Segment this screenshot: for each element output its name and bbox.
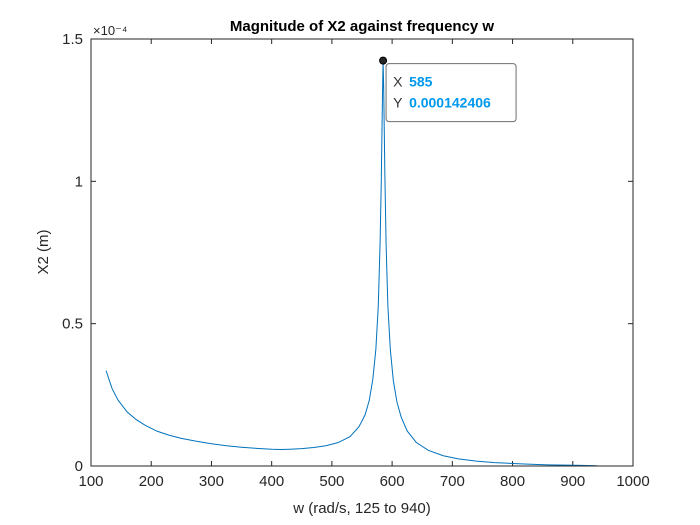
datatip-x-key: X (393, 74, 403, 90)
y-tick-label: 1 (75, 173, 83, 190)
chart-title: Magnitude of X2 against frequency w (230, 18, 495, 35)
x-tick-label: 1000 (616, 473, 649, 490)
datatip-marker (379, 56, 388, 65)
x-tick-labels: 100 200 300 400 500 600 700 800 900 1000 (78, 473, 649, 490)
x-tick-label: 500 (319, 473, 344, 490)
series-line (105, 60, 597, 467)
x-tick-label: 300 (199, 473, 224, 490)
plot-frame (90, 38, 634, 467)
x-axis-label: w (rad/s, 125 to 940) (292, 500, 431, 517)
plot-area (91, 39, 633, 466)
datatip-y-value: 0.000142406 (409, 95, 491, 111)
datatip-box (385, 63, 517, 123)
y-tick-label: 0.5 (62, 316, 83, 333)
x-tick-label: 200 (139, 473, 164, 490)
y-tick-label: 1.5 (62, 31, 83, 48)
x-tick-label: 400 (259, 473, 284, 490)
y-tick-label: 0 (75, 458, 83, 475)
datatip-x-value: 585 (409, 74, 433, 90)
x-tick-label: 700 (440, 473, 465, 490)
y-tick-labels: 0 0.5 1 1.5 (62, 31, 83, 475)
x-tick-label: 800 (500, 473, 525, 490)
y-exponent-label: ×10⁻⁴ (93, 23, 128, 38)
datatip[interactable]: X 585 Y 0.000142406 (379, 56, 517, 123)
y-axis-label: X2 (m) (35, 229, 52, 274)
x-tick-label: 100 (78, 473, 103, 490)
datatip-y-key: Y (393, 95, 403, 111)
x-tick-label: 900 (560, 473, 585, 490)
x-tick-label: 600 (380, 473, 405, 490)
